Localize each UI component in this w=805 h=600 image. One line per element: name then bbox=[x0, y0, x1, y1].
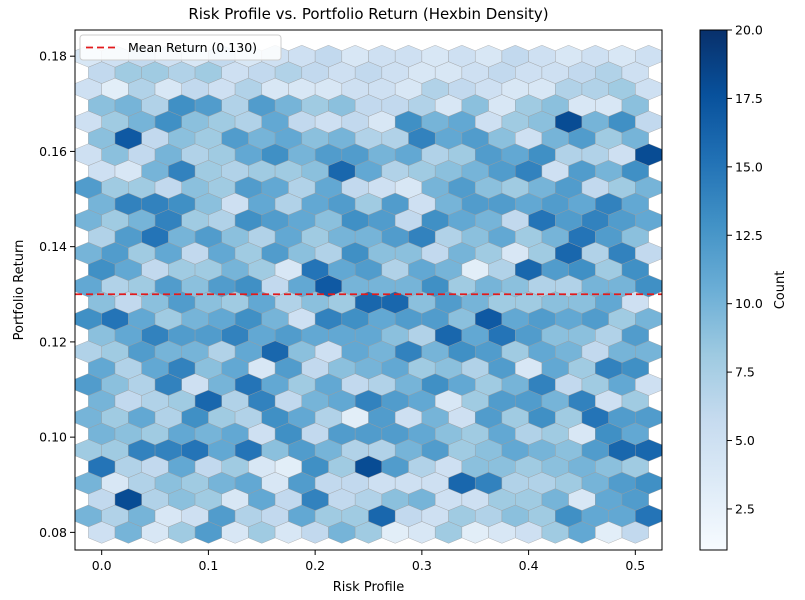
colorbar-tick-label: 2.5 bbox=[735, 501, 755, 516]
y-tick-label: 0.08 bbox=[39, 525, 67, 540]
hex-cell bbox=[635, 45, 662, 68]
y-tick-label: 0.12 bbox=[39, 334, 67, 349]
colorbar-tick-label: 20.0 bbox=[735, 23, 763, 38]
y-tick-label: 0.10 bbox=[39, 430, 67, 445]
colorbar-gradient bbox=[699, 29, 728, 551]
x-tick-label: 0.2 bbox=[305, 558, 325, 573]
chart-title: Risk Profile vs. Portfolio Return (Hexbi… bbox=[188, 5, 548, 23]
hexbin-cells bbox=[75, 45, 662, 544]
colorbar-tick-label: 17.5 bbox=[735, 91, 763, 106]
y-axis: 0.08 0.10 0.12 0.14 0.16 0.18 bbox=[39, 49, 75, 540]
legend-box bbox=[79, 34, 282, 61]
y-tick-label: 0.14 bbox=[39, 239, 67, 254]
legend-label: Mean Return (0.130) bbox=[128, 40, 257, 55]
x-tick-label: 0.3 bbox=[412, 558, 432, 573]
x-tick-label: 0.0 bbox=[92, 558, 112, 573]
colorbar-tick-label: 10.0 bbox=[735, 296, 763, 311]
colorbar-tick-label: 7.5 bbox=[735, 365, 755, 380]
plot-frame bbox=[74, 29, 663, 551]
colorbar-tick-label: 12.5 bbox=[735, 228, 763, 243]
x-tick-label: 0.4 bbox=[519, 558, 539, 573]
colorbar-ticks: 2.5 5.0 7.5 10.0 12.5 15.0 17.5 20.0 bbox=[727, 23, 763, 516]
y-axis-label: Portfolio Return bbox=[12, 240, 27, 341]
colorbar: 2.5 5.0 7.5 10.0 12.5 15.0 17.5 20.0 Count bbox=[699, 23, 788, 551]
x-axis-label: Risk Profile bbox=[333, 580, 405, 595]
x-tick-label: 0.5 bbox=[625, 558, 645, 573]
legend: Mean Return (0.130) bbox=[79, 34, 282, 61]
colorbar-tick-label: 15.0 bbox=[735, 159, 763, 174]
y-tick-label: 0.16 bbox=[39, 144, 67, 159]
x-tick-label: 0.1 bbox=[198, 558, 218, 573]
x-axis: 0.0 0.1 0.2 0.3 0.4 0.5 bbox=[92, 550, 645, 573]
y-tick-label: 0.18 bbox=[39, 49, 67, 64]
colorbar-label: Count bbox=[773, 271, 788, 310]
colorbar-tick-label: 5.0 bbox=[735, 433, 755, 448]
